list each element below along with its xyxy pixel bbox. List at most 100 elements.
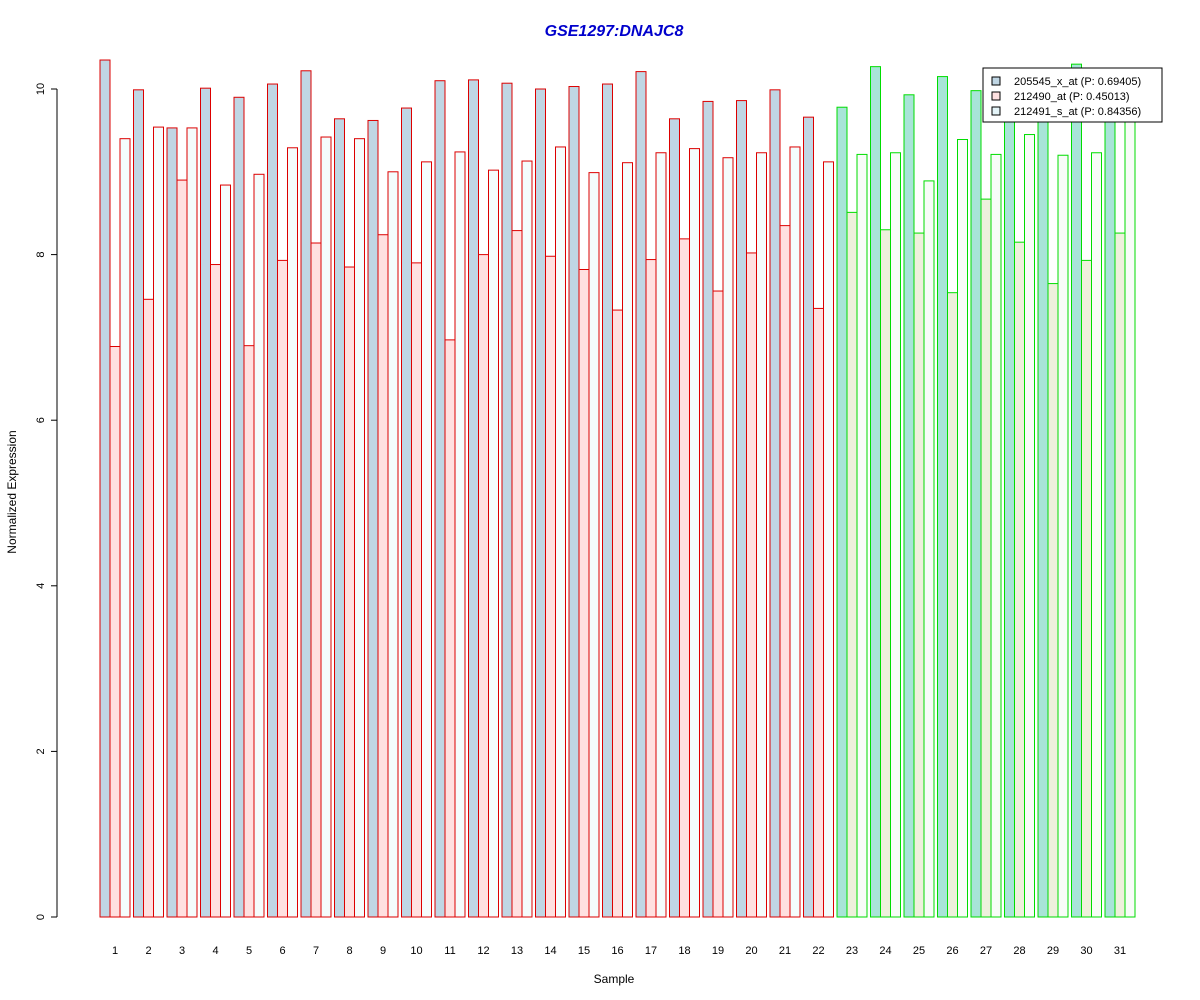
bar-sample-19-series-2 (712, 290, 724, 918)
legend: 205545_x_at (P: 0.69405) 212490_at (P: 0.… (982, 67, 1163, 123)
x-tick-label: 28 (1013, 945, 1025, 957)
y-tick-label: 2 (35, 748, 47, 754)
bar-sample-7-series-1 (300, 70, 312, 918)
x-tick-label: 30 (1080, 945, 1092, 957)
bar-sample-27-series-2 (980, 198, 992, 918)
bar-sample-17-series-2 (645, 259, 657, 918)
bar-sample-9-series-1 (367, 119, 379, 918)
x-tick-label: 13 (511, 945, 523, 957)
x-tick-label: 4 (212, 945, 218, 957)
bar-sample-22-series-3 (823, 161, 834, 918)
x-axis-label: Sample (594, 972, 635, 986)
bar-sample-4-series-1 (200, 87, 211, 918)
bar-sample-17-series-3 (655, 152, 667, 918)
bar-sample-16-series-3 (622, 162, 633, 918)
bar-sample-25-series-3 (923, 180, 935, 918)
bar-sample-5-series-1 (233, 96, 245, 918)
bar-sample-11-series-3 (454, 151, 466, 918)
bar-sample-23-series-3 (856, 153, 868, 918)
bar-sample-3-series-1 (166, 127, 178, 918)
bar-sample-20-series-2 (746, 252, 757, 918)
legend-entry-label: 205545_x_at (P: 0.69405) (1014, 76, 1141, 88)
x-tick-label: 6 (279, 945, 285, 957)
bar-sample-19-series-3 (722, 157, 734, 918)
bar-sample-24-series-3 (890, 152, 901, 918)
x-tick-label: 15 (578, 945, 590, 957)
bar-sample-8-series-3 (354, 138, 365, 918)
bar-sample-6-series-1 (267, 83, 278, 918)
bar-sample-18-series-2 (679, 238, 690, 918)
x-tick-label: 10 (410, 945, 422, 957)
y-tick-label: 6 (35, 417, 47, 423)
bar-sample-5-series-2 (243, 345, 255, 918)
bar-sample-20-series-1 (736, 100, 747, 918)
x-tick-label: 9 (380, 945, 386, 957)
bar-sample-21-series-3 (789, 146, 801, 918)
bar-sample-30-series-2 (1081, 259, 1092, 918)
bar-sample-3-series-3 (186, 127, 198, 918)
bar-sample-22-series-2 (813, 307, 824, 918)
bar-sample-26-series-2 (947, 292, 958, 918)
legend-swatch (991, 91, 1001, 101)
x-tick-label: 24 (879, 945, 891, 957)
bar-sample-29-series-2 (1047, 283, 1059, 918)
x-tick-label: 8 (346, 945, 352, 957)
y-axis-label: Normalized Expression (5, 430, 19, 553)
bar-sample-27-series-1 (970, 90, 982, 918)
bar-sample-7-series-3 (320, 136, 332, 918)
bar-sample-12-series-2 (478, 254, 489, 918)
bar-sample-20-series-3 (756, 152, 767, 918)
bar-sample-30-series-1 (1071, 63, 1082, 918)
bar-sample-11-series-1 (434, 80, 446, 918)
bar-sample-17-series-1 (635, 71, 647, 918)
x-tick-label: 19 (712, 945, 724, 957)
bar-sample-19-series-1 (702, 100, 714, 918)
bar-sample-15-series-1 (568, 86, 580, 918)
bar-sample-25-series-2 (913, 232, 925, 918)
bar-sample-16-series-2 (612, 309, 623, 918)
x-tick-label: 7 (313, 945, 319, 957)
x-tick-label: 25 (913, 945, 925, 957)
bar-sample-27-series-3 (990, 153, 1002, 918)
bar-sample-30-series-3 (1091, 152, 1102, 918)
bar-sample-25-series-1 (903, 94, 915, 918)
bar-sample-1-series-1 (99, 59, 111, 918)
bar-sample-18-series-1 (669, 118, 680, 918)
bar-sample-31-series-2 (1114, 232, 1126, 918)
bar-sample-14-series-2 (545, 255, 556, 918)
x-tick-label: 21 (779, 945, 791, 957)
bar-sample-12-series-3 (488, 169, 499, 918)
bar-sample-12-series-1 (468, 79, 479, 918)
x-tick-label: 1 (112, 945, 118, 957)
bar-sample-10-series-1 (401, 107, 412, 918)
x-tick-label: 14 (544, 945, 556, 957)
bar-sample-31-series-3 (1124, 117, 1136, 918)
x-tick-label: 3 (179, 945, 185, 957)
x-tick-label: 11 (444, 945, 455, 957)
x-tick-label: 18 (678, 945, 690, 957)
legend-box (982, 67, 1163, 123)
y-axis: 0 2 4 6 8 10 (35, 83, 58, 920)
y-tick-label: 4 (35, 583, 47, 589)
bar-sample-29-series-3 (1057, 154, 1069, 918)
legend-swatch (991, 106, 1001, 116)
bar-sample-26-series-3 (957, 139, 968, 918)
x-tick-label: 20 (745, 945, 757, 957)
x-tick-label: 31 (1114, 945, 1126, 957)
x-axis-tick-labels: 1 2 3 4 5 6 7 8 9 10 11 12 13 14 15 16 17 18 19 20 21 22 23 24 2… (112, 945, 1126, 957)
bar-sample-28-series-3 (1024, 134, 1035, 918)
bar-sample-29-series-1 (1037, 113, 1049, 918)
bar-sample-2-series-2 (143, 298, 154, 918)
legend-swatch (991, 76, 1001, 86)
legend-entry-label: 212491_s_at (P: 0.84356) (1014, 106, 1141, 118)
bar-sample-16-series-1 (602, 83, 613, 918)
bar-sample-14-series-3 (555, 146, 566, 918)
bar-sample-9-series-3 (387, 171, 399, 918)
chart-title: GSE1297:DNAJC8 (545, 23, 684, 40)
x-tick-label: 23 (846, 945, 858, 957)
x-tick-label: 27 (980, 945, 992, 957)
bar-sample-13-series-2 (511, 230, 523, 918)
bar-sample-23-series-2 (846, 211, 858, 918)
y-tick-label: 0 (35, 914, 47, 920)
